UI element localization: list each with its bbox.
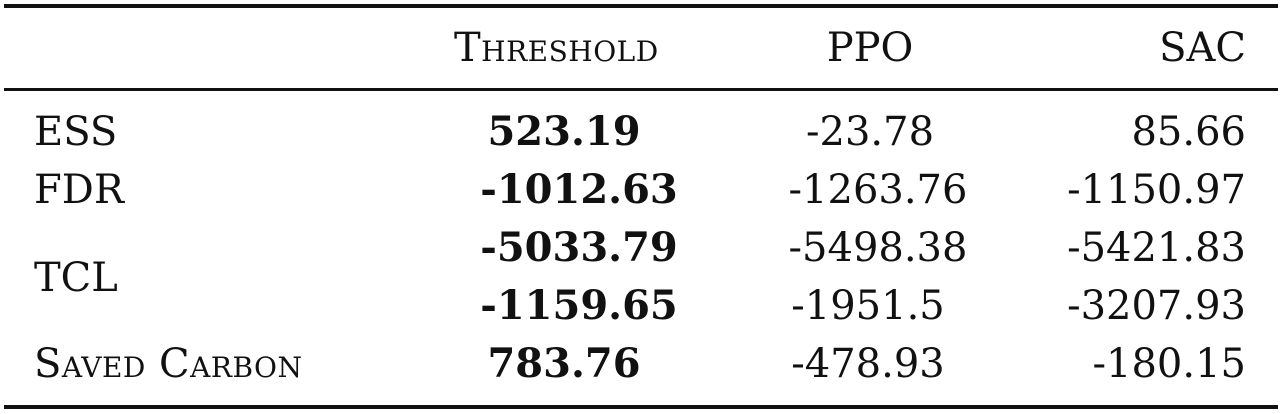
cell-fdr-ppo: -1263.76 bbox=[788, 167, 968, 213]
cell-tcl-threshold-2: -1159.65 bbox=[480, 282, 678, 329]
cell-ess-sac: 85.66 bbox=[1131, 109, 1246, 155]
cell-tcl-sac-1: -5421.83 bbox=[1067, 225, 1246, 271]
row-label-tcl: TCL bbox=[34, 255, 118, 301]
cell-fdr-threshold: -1012.63 bbox=[480, 166, 678, 213]
cell-saved-carbon-threshold: 783.76 bbox=[487, 340, 641, 387]
row-label-saved-carbon: Saved Carbon bbox=[34, 341, 303, 387]
header-sac: SAC bbox=[1159, 25, 1246, 71]
cell-saved-carbon-ppo: -478.93 bbox=[791, 341, 945, 387]
header-ppo: PPO bbox=[826, 25, 914, 71]
cell-ess-threshold: 523.19 bbox=[487, 108, 641, 155]
header-rule bbox=[4, 88, 1278, 91]
cell-tcl-ppo-2: -1951.5 bbox=[791, 283, 945, 329]
cell-tcl-sac-2: -3207.93 bbox=[1067, 283, 1246, 329]
row-label-ess: ESS bbox=[34, 109, 118, 155]
top-rule bbox=[4, 4, 1278, 8]
cell-fdr-sac: -1150.97 bbox=[1067, 167, 1246, 213]
cell-tcl-ppo-1: -5498.38 bbox=[788, 225, 968, 271]
row-label-fdr: FDR bbox=[34, 167, 124, 213]
header-threshold: Threshold bbox=[454, 25, 659, 71]
bottom-rule bbox=[4, 405, 1278, 409]
cell-tcl-threshold-1: -5033.79 bbox=[480, 224, 678, 271]
cell-ess-ppo: -23.78 bbox=[805, 109, 935, 155]
cell-saved-carbon-sac: -180.15 bbox=[1092, 341, 1246, 387]
